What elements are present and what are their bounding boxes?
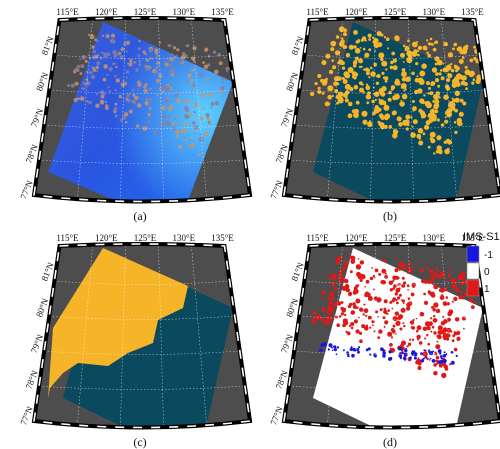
- ims-sea-ice: [48, 248, 188, 398]
- panel-label: (a): [133, 209, 146, 223]
- longitude-labels: 115°E 120°E 125°E 130°E 135°E: [306, 233, 484, 243]
- sea-ice: [309, 26, 492, 155]
- lat-label: 77°N: [268, 405, 285, 427]
- lon-label: 115°E: [56, 7, 79, 17]
- lon-label: 120°E: [95, 7, 118, 17]
- panel-b: 115°E 120°E 125°E 130°E 135°E 81°N80°N79°N78°…: [268, 7, 500, 223]
- lon-label: 130°E: [172, 7, 195, 17]
- map-frame: [31, 242, 253, 430]
- lon-label: 115°E: [306, 233, 329, 243]
- lon-label: 115°E: [306, 7, 329, 17]
- difference-scene: [313, 248, 483, 428]
- panel-label: (d): [383, 435, 397, 449]
- lon-label: 125°E: [134, 233, 157, 243]
- legend-swatch: [466, 262, 480, 280]
- lat-label: 77°N: [18, 179, 35, 201]
- lat-label: 77°N: [18, 405, 35, 427]
- legend-swatch: [466, 279, 480, 297]
- lon-label: 120°E: [345, 233, 368, 243]
- latitude-labels: 81°N80°N79°N78°N77°N: [268, 35, 306, 201]
- lon-label: 130°E: [422, 7, 445, 17]
- map-frame: [31, 16, 253, 204]
- lon-label: 120°E: [95, 233, 118, 243]
- legend-label: 0: [484, 267, 490, 278]
- legend-label: -1: [484, 250, 493, 261]
- lat-label: 77°N: [268, 179, 285, 201]
- legend: IMS-S1 -1 0 1: [463, 231, 500, 297]
- panel-label: (c): [133, 435, 146, 449]
- lon-label: 125°E: [134, 7, 157, 17]
- negative-difference: [318, 342, 458, 365]
- lon-label: 135°E: [461, 233, 484, 243]
- lon-label: 135°E: [211, 233, 234, 243]
- panel-label: (b): [383, 209, 397, 223]
- lon-label: 125°E: [384, 233, 407, 243]
- legend-title: IMS-S1: [463, 231, 500, 243]
- lon-label: 125°E: [384, 7, 407, 17]
- positive-difference: [311, 255, 482, 379]
- lon-label: 130°E: [422, 233, 445, 243]
- graticule: [289, 245, 495, 428]
- lon-label: 135°E: [211, 7, 234, 17]
- graticule: [39, 245, 245, 428]
- panel-c: 115°E 120°E 125°E 130°E 135°E81°N80°N79°N78°…: [18, 233, 253, 449]
- lon-label: 115°E: [56, 233, 79, 243]
- graticule: [39, 19, 245, 202]
- longitude-labels: 115°E 120°E 125°E 130°E 135°E: [56, 233, 234, 243]
- lon-label: 130°E: [172, 233, 195, 243]
- panel-a: 115°E 120°E 125°E 130°E 135°E81°N80°N79°N78°…: [18, 7, 253, 223]
- lon-label: 120°E: [345, 7, 368, 17]
- legend-swatch: [466, 245, 480, 263]
- panel-d: 115°E 120°E 125°E 130°E 135°E81°N80°N79°N78°…: [268, 233, 500, 449]
- legend-label: 1: [484, 284, 490, 295]
- graticule: [289, 19, 495, 202]
- longitude-labels: 115°E 120°E 125°E 130°E 135°E: [56, 7, 234, 17]
- lon-label: 135°E: [461, 7, 484, 17]
- longitude-labels: 115°E 120°E 125°E 130°E 135°E: [306, 7, 484, 17]
